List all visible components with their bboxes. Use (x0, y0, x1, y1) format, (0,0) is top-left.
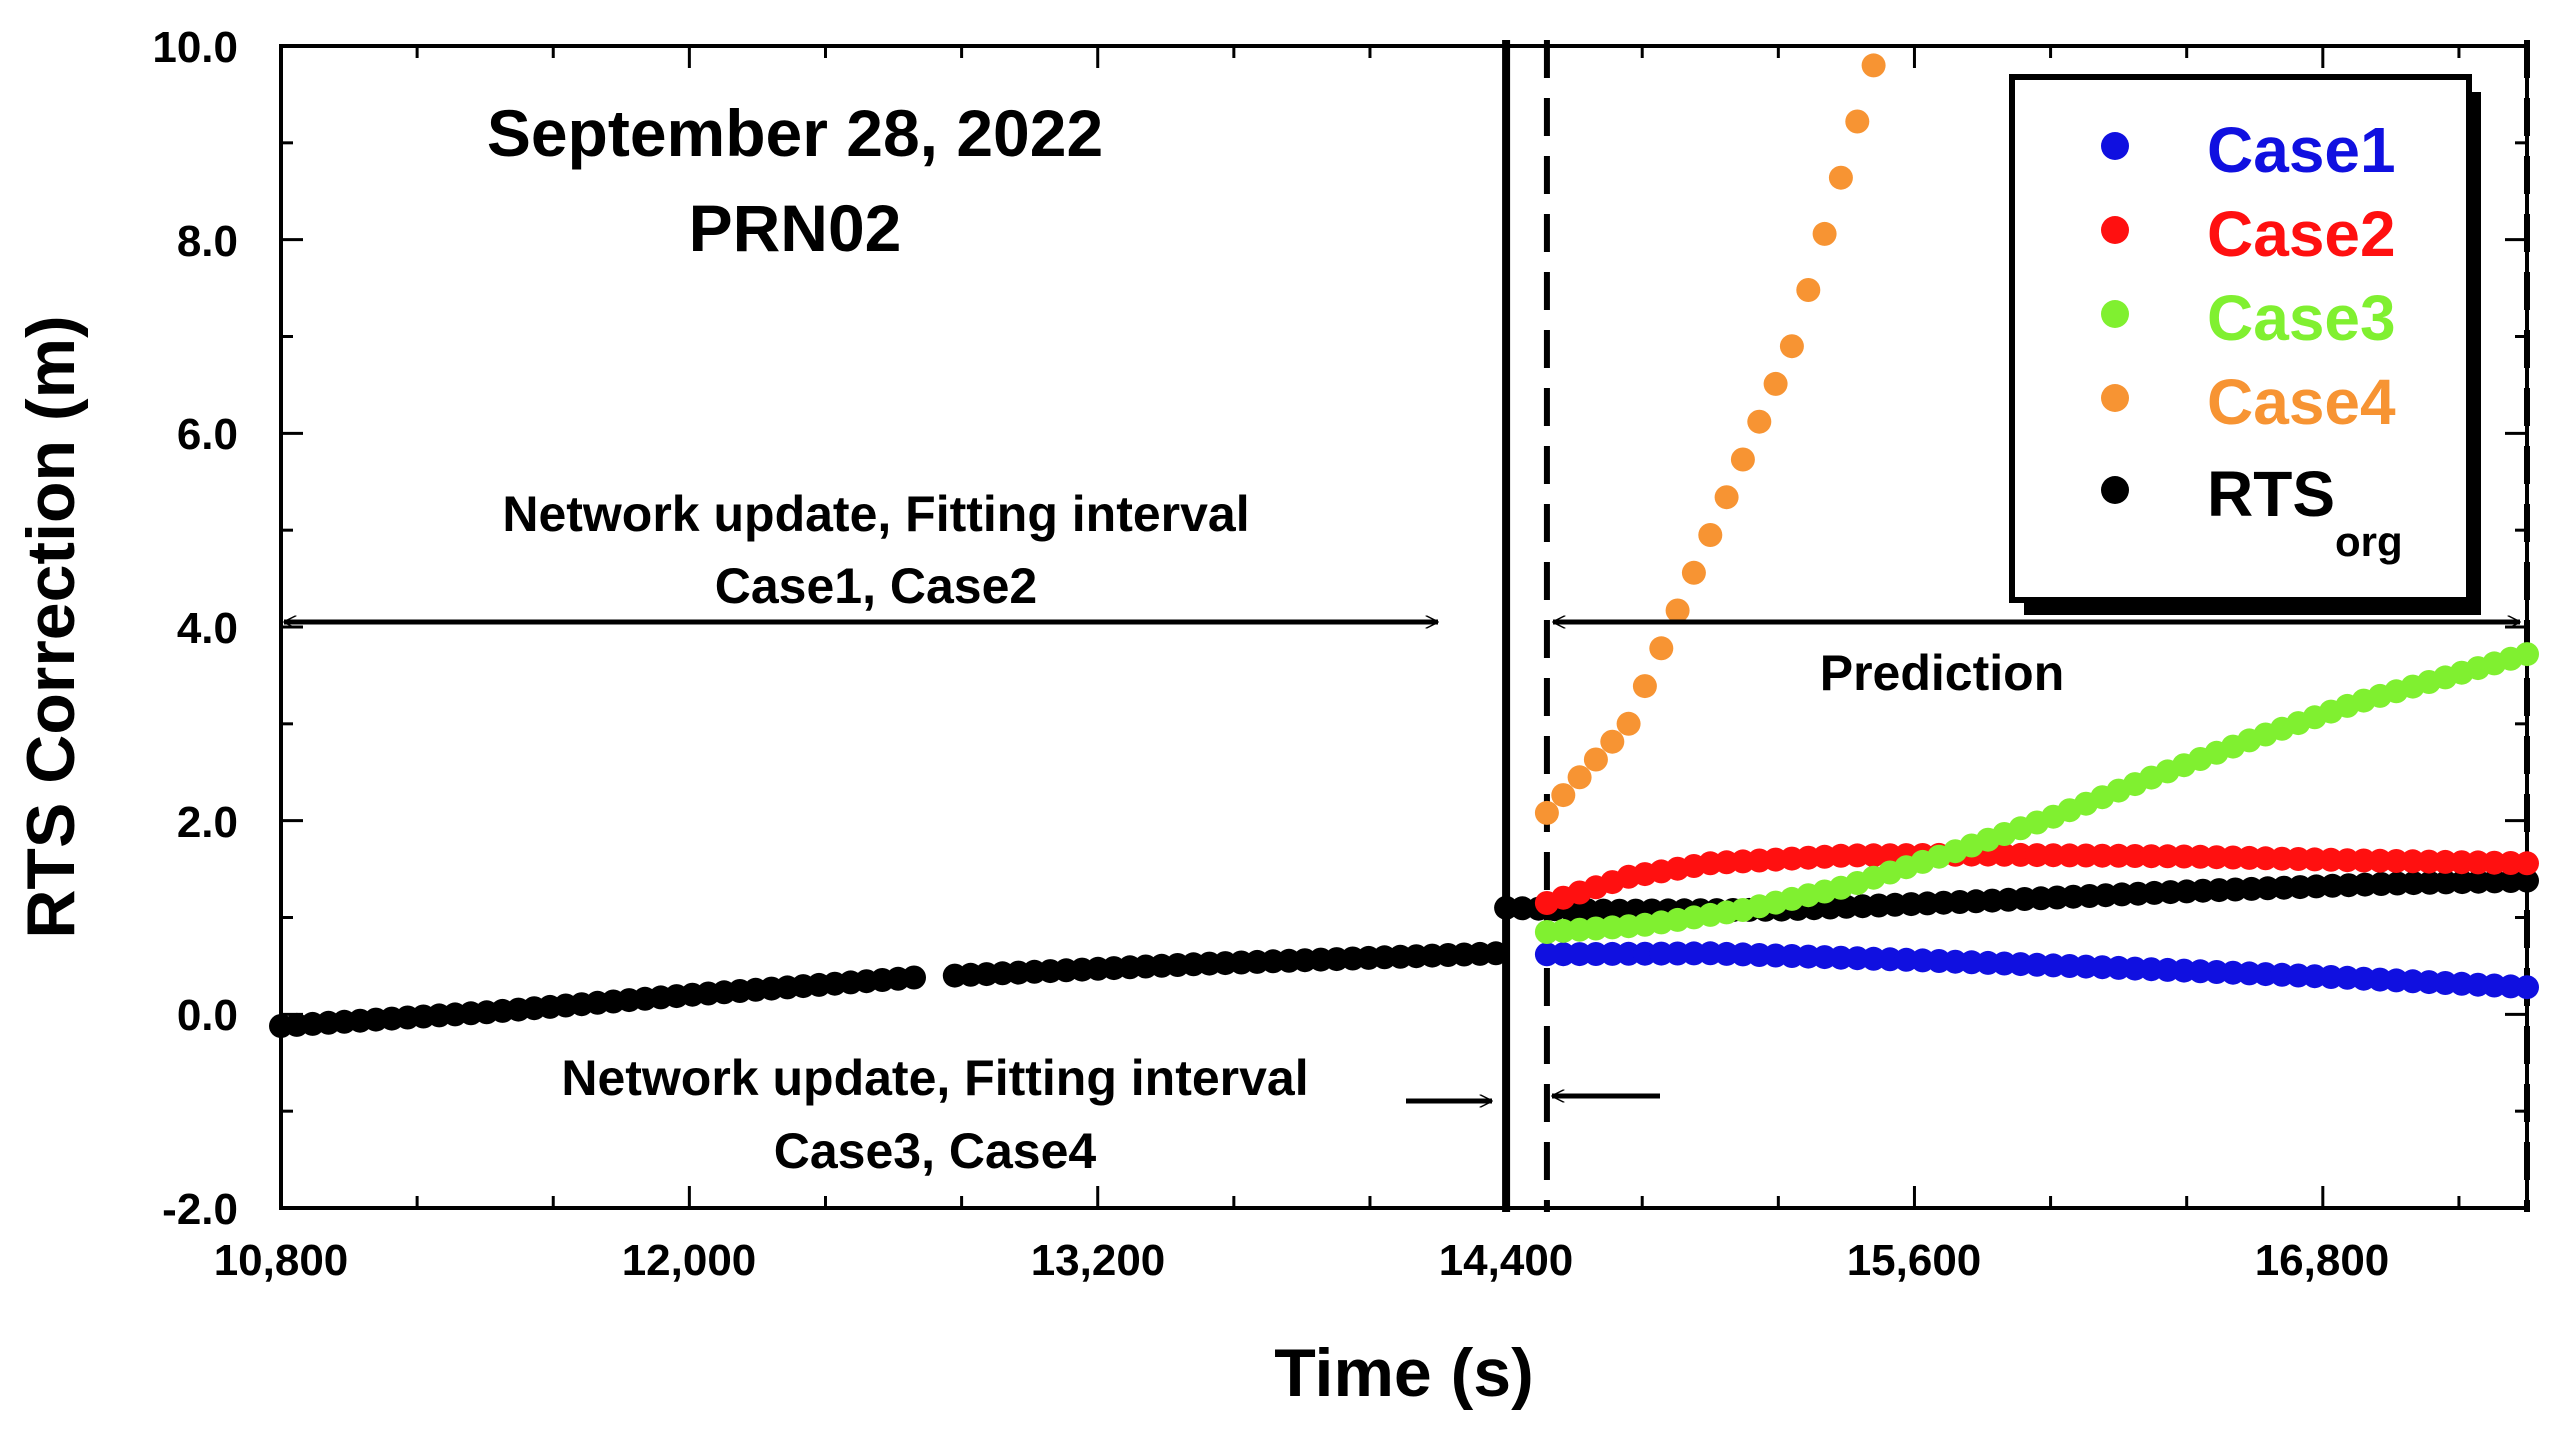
legend-label-case1: Case1 (2207, 114, 2396, 186)
legend-label-rts: RTSorg (2207, 458, 2403, 565)
point-case4 (1714, 485, 1739, 510)
point-case4 (1551, 783, 1576, 808)
annotation-fit12-line2: Case1, Case2 (715, 558, 1037, 614)
point-case4 (1779, 334, 1804, 359)
x-tick-label: 13,200 (1031, 1236, 1166, 1285)
legend-markers (2101, 132, 2129, 504)
legend-label-rts-main: RTS (2207, 458, 2335, 530)
x-tick-label: 15,600 (1847, 1236, 1982, 1285)
point-case2 (2515, 851, 2539, 876)
legend-marker-case1 (2101, 132, 2129, 160)
y-tick-label: 2.0 (177, 798, 238, 847)
point-case4 (1828, 165, 1853, 190)
x-tick-label: 16,800 (2255, 1236, 2390, 1285)
annotation-fit34-line2: Case3, Case4 (774, 1123, 1097, 1179)
legend-marker-rts (2101, 476, 2129, 504)
annotation-fit12-line1: Network update, Fitting interval (502, 486, 1249, 542)
x-axis-title: Time (s) (1274, 1335, 1533, 1411)
chart-title-date: September 28, 2022 (487, 96, 1103, 170)
axis-ticks (279, 44, 2527, 1210)
legend-marker-case4 (2101, 384, 2129, 412)
y-tick-label: 8.0 (177, 217, 238, 266)
point-rts (1483, 941, 1508, 966)
point-case4 (1861, 53, 1886, 78)
legend-marker-case2 (2101, 216, 2129, 244)
point-rts (902, 965, 926, 990)
point-case3 (2515, 642, 2539, 667)
point-case1 (2515, 975, 2539, 1000)
point-case4 (1632, 674, 1657, 699)
point-case4 (1845, 109, 1870, 134)
point-case4 (1567, 765, 1592, 790)
vertical-lines (1502, 40, 2530, 1212)
point-case4 (1730, 447, 1755, 472)
legend-label-case2: Case2 (2207, 198, 2396, 270)
x-tick-label: 10,800 (214, 1236, 349, 1285)
y-tick-label: 6.0 (177, 410, 238, 459)
point-case4 (1649, 636, 1674, 661)
y-tick-label: 0.0 (177, 991, 238, 1040)
point-rts (2515, 868, 2539, 893)
point-case4 (1763, 371, 1788, 396)
x-tick-label: 12,000 (622, 1236, 757, 1285)
y-tick-label: 4.0 (177, 604, 238, 653)
legend-box (2009, 74, 2472, 603)
point-case4 (1534, 800, 1559, 825)
data-points (269, 53, 2539, 1038)
point-case4 (1747, 409, 1772, 434)
point-case4 (1796, 278, 1821, 302)
legend-marker-case3 (2101, 300, 2129, 328)
point-case4 (1698, 523, 1723, 547)
point-case4 (1616, 711, 1641, 736)
point-case4 (1681, 560, 1706, 585)
annotation-prediction: Prediction (1820, 645, 2064, 701)
y-tick-label: 10.0 (152, 23, 238, 72)
point-case4 (1665, 598, 1690, 623)
annotation-fit34-line1: Network update, Fitting interval (561, 1050, 1308, 1106)
point-case4 (1812, 221, 1837, 246)
y-axis-title: RTS Correction (m) (13, 315, 89, 938)
legend-label-case4: Case4 (2207, 366, 2396, 438)
y-tick-labels: -2.0 0.0 2.0 4.0 6.0 8.0 10.0 (152, 23, 238, 1234)
legend-label-case3: Case3 (2207, 282, 2396, 354)
chart-title-prn: PRN02 (689, 191, 902, 265)
y-tick-label: -2.0 (162, 1185, 238, 1234)
legend: Case1 Case2 Case3 Case4 RTSorg (2009, 74, 2481, 615)
x-tick-label: 14,400 (1439, 1236, 1574, 1285)
x-tick-labels: 10,800 12,000 13,200 14,400 15,600 16,80… (214, 1236, 2390, 1285)
legend-label-rts-subscript: org (2335, 518, 2403, 565)
point-case4 (1583, 747, 1608, 772)
point-case4 (1600, 729, 1625, 754)
